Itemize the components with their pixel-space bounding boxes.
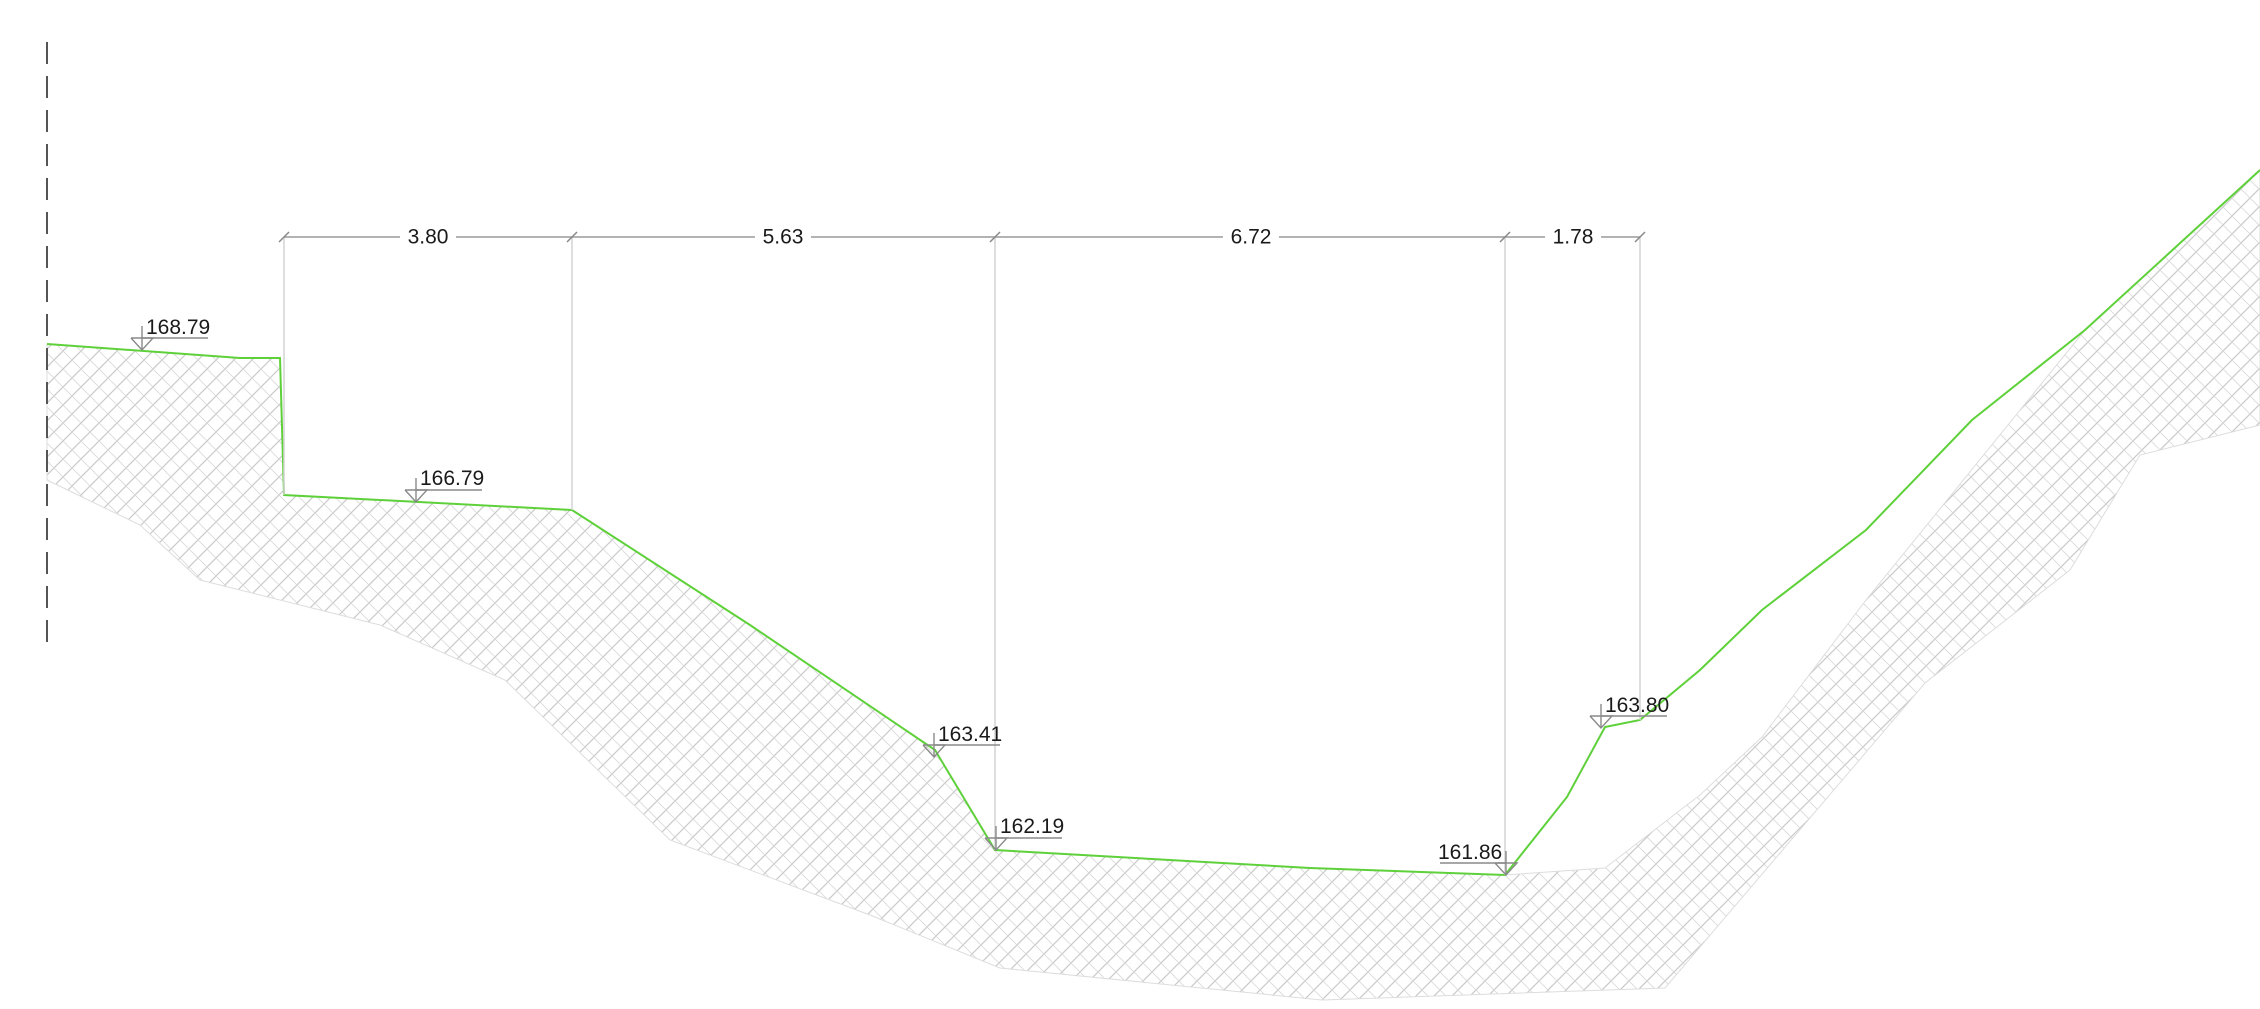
elevation-marker-icon: [1440, 851, 1519, 877]
elevation-label: 162.19: [1000, 815, 1064, 838]
extension-lines: [283, 237, 1641, 875]
elevation-marker-icon: [984, 826, 1062, 852]
dimension-label-bg: [1223, 225, 1279, 249]
elevation-marker-icon: [404, 478, 482, 504]
dimension-tick: [989, 231, 1001, 243]
elevation-marker-162-19: 162.19: [984, 815, 1064, 852]
dimension-label: 3.80: [408, 226, 449, 249]
elevation-label: 166.79: [420, 467, 484, 490]
elevation-label: 168.79: [146, 316, 210, 339]
elevation-marker-166-79: 166.79: [404, 467, 484, 504]
elevation-label: 163.80: [1605, 694, 1669, 717]
elevation-marker-163-41: 163.41: [922, 723, 1002, 759]
dimension-ticks: [278, 231, 1646, 243]
dimension-label-bg: [755, 225, 811, 249]
dimension-tick: [566, 231, 578, 243]
dimension-label: 5.63: [763, 226, 804, 249]
dimension-label: 6.72: [1231, 226, 1272, 249]
elevation-label: 161.86: [1438, 841, 1502, 864]
elevation-marker-icon: [1589, 704, 1667, 730]
elevation-marker-168-79: 168.79: [130, 316, 210, 352]
dimension-label-bg: [1545, 225, 1601, 249]
elevation-marker-icon: [130, 326, 208, 352]
elevation-marker-icon: [922, 733, 1000, 759]
dimension-label: 1.78: [1553, 226, 1594, 249]
dimension-chain: 3.80 5.63 6.72 1.78: [278, 225, 1646, 249]
dimension-tick: [278, 231, 290, 243]
dimension-label-bg: [400, 225, 456, 249]
elevation-label: 163.41: [938, 723, 1002, 746]
dimension-tick: [1634, 231, 1646, 243]
elevation-marker-163-80: 163.80: [1589, 694, 1669, 730]
soil-hatch-area: [46, 169, 2260, 1001]
elevation-marker-161-86: 161.86: [1438, 841, 1519, 877]
dimension-tick: [1499, 231, 1511, 243]
